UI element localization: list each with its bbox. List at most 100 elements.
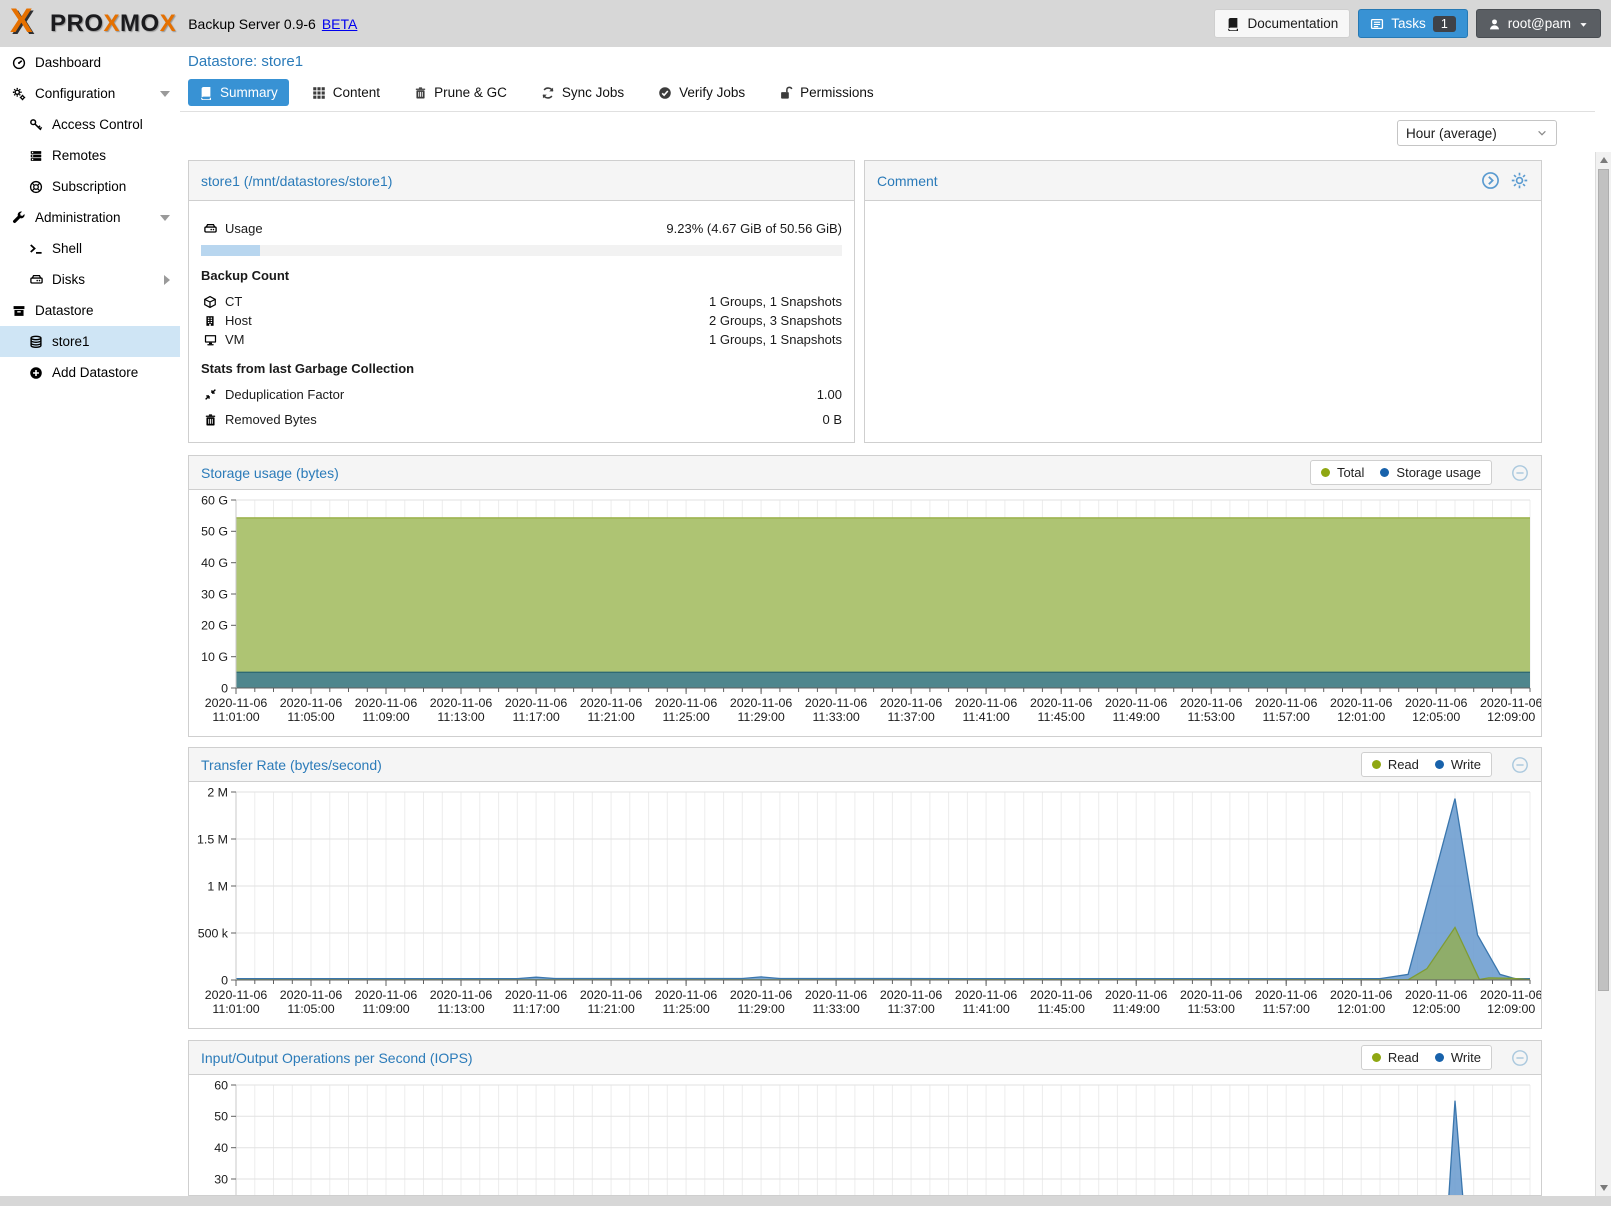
legend-dot-storage-usage	[1380, 468, 1390, 477]
proxmox-logo-icon: X X	[10, 1, 35, 42]
svg-text:12:01:00: 12:01:00	[1337, 710, 1385, 724]
svg-text:11:05:00: 11:05:00	[287, 1002, 334, 1016]
svg-text:12:01:00: 12:01:00	[1337, 1002, 1385, 1016]
svg-text:2020-11-06: 2020-11-06	[505, 696, 568, 710]
sidebar-item-configuration[interactable]: Configuration	[0, 78, 180, 109]
tab-content[interactable]: Content	[301, 79, 391, 106]
svg-text:60 G: 60 G	[201, 493, 228, 507]
user-menu-button[interactable]: root@pam	[1475, 9, 1601, 38]
user-icon	[1488, 16, 1501, 31]
scroll-up-icon[interactable]	[1600, 157, 1608, 163]
sidebar-item-datastore[interactable]: Datastore	[0, 295, 180, 326]
task-list-icon	[1370, 16, 1384, 31]
tab-permissions[interactable]: Permissions	[768, 79, 885, 106]
bottom-strip	[0, 1196, 1611, 1206]
svg-text:11:49:00: 11:49:00	[1113, 710, 1160, 724]
svg-text:1.5 M: 1.5 M	[197, 832, 228, 846]
storage-usage-legend[interactable]: Total Storage usage	[1309, 460, 1492, 485]
collapse-arrow-icon[interactable]	[160, 90, 170, 97]
tasks-count-badge: 1	[1432, 15, 1456, 32]
gear-icon[interactable]	[1510, 171, 1529, 190]
iops-legend[interactable]: Read Write	[1360, 1045, 1492, 1070]
svg-text:0: 0	[221, 973, 228, 987]
life-ring-icon	[27, 180, 45, 194]
svg-text:2020-11-06: 2020-11-06	[505, 988, 568, 1002]
tab-summary[interactable]: Summary	[188, 79, 289, 106]
documentation-button[interactable]: Documentation	[1214, 9, 1351, 38]
datastore-status-panel: store1 (/mnt/datastores/store1) Usage 9.…	[188, 160, 855, 443]
svg-text:11:17:00: 11:17:00	[512, 1002, 559, 1016]
svg-text:11:09:00: 11:09:00	[362, 1002, 409, 1016]
svg-text:2020-11-06: 2020-11-06	[1105, 696, 1168, 710]
page-title: Datastore: store1	[188, 53, 304, 70]
svg-text:12:05:00: 12:05:00	[1412, 1002, 1460, 1016]
sidebar-item-shell[interactable]: Shell	[0, 233, 180, 264]
svg-text:2020-11-06: 2020-11-06	[805, 988, 868, 1002]
legend-dot-total	[1320, 468, 1330, 477]
sidebar-item-access-control[interactable]: Access Control	[0, 109, 180, 140]
svg-text:40 G: 40 G	[201, 556, 228, 570]
vertical-scrollbar[interactable]	[1595, 152, 1611, 1196]
svg-text:2020-11-06: 2020-11-06	[430, 988, 493, 1002]
collapse-arrow-icon[interactable]	[160, 214, 170, 221]
svg-text:2020-11-06: 2020-11-06	[1030, 988, 1093, 1002]
chevron-circle-icon[interactable]	[1481, 171, 1500, 190]
scroll-down-icon[interactable]	[1600, 1185, 1608, 1191]
minus-circle-icon[interactable]	[1511, 756, 1529, 774]
transfer-rate-legend[interactable]: Read Write	[1360, 752, 1492, 777]
tab-prune-gc[interactable]: Prune & GC	[403, 79, 518, 106]
svg-text:11:45:00: 11:45:00	[1038, 1002, 1085, 1016]
svg-text:2020-11-06: 2020-11-06	[1405, 696, 1468, 710]
svg-text:11:09:00: 11:09:00	[362, 710, 409, 724]
beta-link[interactable]: BETA	[321, 15, 358, 32]
iops-chart: 01020304050602020-11-0611:01:002020-11-0…	[189, 1075, 1541, 1195]
gc-stats-title: Stats from last Garbage Collection	[201, 361, 415, 376]
usage-progress-bar	[201, 245, 842, 256]
svg-text:2020-11-06: 2020-11-06	[205, 988, 268, 1002]
expand-arrow-icon[interactable]	[164, 274, 170, 285]
plus-circle-icon	[27, 366, 45, 380]
building-icon	[201, 314, 219, 328]
scrollbar-thumb[interactable]	[1598, 169, 1609, 991]
sidebar-item-administration[interactable]: Administration	[0, 202, 180, 233]
legend-dot-read	[1371, 1053, 1381, 1062]
usage-value: 9.23% (4.67 GiB of 50.56 GiB)	[666, 221, 842, 236]
server-list-icon	[27, 149, 45, 163]
sync-icon	[541, 86, 555, 100]
key-icon	[27, 118, 45, 132]
svg-text:2020-11-06: 2020-11-06	[1480, 988, 1541, 1002]
svg-text:0: 0	[221, 681, 228, 695]
minus-circle-icon[interactable]	[1511, 464, 1529, 482]
minus-circle-icon[interactable]	[1511, 1049, 1529, 1067]
svg-text:11:05:00: 11:05:00	[287, 710, 334, 724]
svg-text:11:57:00: 11:57:00	[1263, 710, 1310, 724]
sidebar-item-store1[interactable]: store1	[0, 326, 180, 357]
database-icon	[27, 335, 45, 349]
legend-dot-read	[1371, 760, 1381, 769]
sidebar-item-remotes[interactable]: Remotes	[0, 140, 180, 171]
storage-usage-title: Storage usage (bytes)	[201, 464, 339, 481]
product-version: Backup Server 0.9-6	[188, 15, 316, 32]
svg-text:11:41:00: 11:41:00	[962, 710, 1009, 724]
transfer-rate-panel: Transfer Rate (bytes/second) Read Write …	[188, 747, 1542, 1029]
sidebar-item-add-datastore[interactable]: Add Datastore	[0, 357, 180, 388]
app-header: X X PROXMOX Backup Server 0.9-6 BETA Doc…	[0, 0, 1611, 47]
svg-text:11:33:00: 11:33:00	[812, 710, 859, 724]
sidebar-item-dashboard[interactable]: Dashboard	[0, 47, 180, 78]
svg-text:2020-11-06: 2020-11-06	[655, 696, 718, 710]
time-range-select[interactable]: Hour (average)	[1397, 120, 1557, 146]
comment-panel-title: Comment	[877, 172, 938, 189]
svg-text:2020-11-06: 2020-11-06	[1030, 696, 1093, 710]
svg-text:2020-11-06: 2020-11-06	[730, 988, 793, 1002]
svg-text:11:29:00: 11:29:00	[737, 710, 784, 724]
tab-verify-jobs[interactable]: Verify Jobs	[647, 79, 756, 106]
sidebar-item-disks[interactable]: Disks	[0, 264, 180, 295]
svg-text:11:53:00: 11:53:00	[1188, 710, 1235, 724]
main-content: Datastore: store1 Summary Content Prune …	[180, 47, 1595, 1196]
sidebar-item-subscription[interactable]: Subscription	[0, 171, 180, 202]
tab-sync-jobs[interactable]: Sync Jobs	[530, 79, 635, 106]
tasks-button[interactable]: Tasks 1	[1358, 9, 1468, 38]
svg-text:2020-11-06: 2020-11-06	[955, 988, 1018, 1002]
svg-text:2020-11-06: 2020-11-06	[955, 696, 1018, 710]
